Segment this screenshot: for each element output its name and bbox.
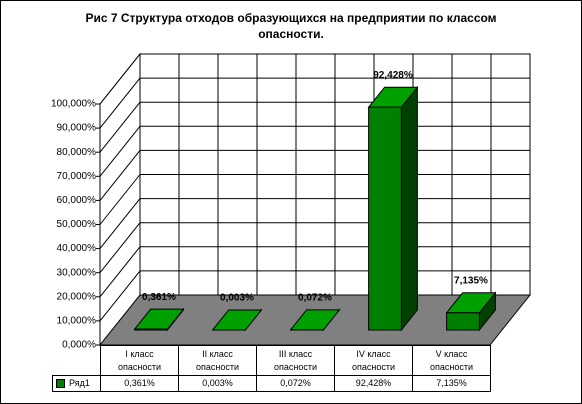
value-label: 0,072% <box>298 292 332 303</box>
value-label: 7,135% <box>454 275 488 286</box>
grid-line <box>99 198 141 249</box>
grid-line <box>99 174 141 225</box>
y-tick-label: 100,000% <box>51 99 96 110</box>
y-tick-label: 50,000% <box>57 219 97 230</box>
legend-label: Ряд1 <box>69 378 90 388</box>
grid-line <box>99 270 141 322</box>
y-tick-label: 80,000% <box>57 147 97 158</box>
grid-line <box>99 150 141 201</box>
y-tick-label: 60,000% <box>57 195 97 206</box>
grid-line <box>99 101 141 153</box>
y-tick-label: 30,000% <box>57 267 97 278</box>
table-value: 7,135% <box>412 375 491 392</box>
category-label: V класс опасности <box>412 345 491 376</box>
table-value: 0,361% <box>100 375 179 392</box>
bar-side <box>400 85 418 332</box>
bar <box>134 328 168 331</box>
y-tick-label: 0,000% <box>62 340 96 351</box>
y-tick-label: 40,000% <box>57 243 97 254</box>
category-label: I класс опасности <box>100 345 179 376</box>
value-label: 0,003% <box>220 293 254 304</box>
grid-line <box>99 77 141 129</box>
bar <box>446 312 480 331</box>
legend-cell: Ряд1 <box>52 375 101 392</box>
category-label: III класс опасности <box>256 345 335 376</box>
y-tick-label: 70,000% <box>57 171 97 182</box>
grid-line <box>99 125 141 177</box>
y-tick-label: 20,000% <box>57 291 97 302</box>
value-label: 92,428% <box>373 70 413 81</box>
legend-key <box>56 379 65 388</box>
bar <box>368 106 402 331</box>
table-value: 92,428% <box>334 375 413 392</box>
grid-line <box>99 222 141 274</box>
table-value: 0,003% <box>178 375 257 392</box>
category-label: II класс опасности <box>178 345 257 376</box>
y-tick-label: 90,000% <box>57 123 97 134</box>
value-label: 0,361% <box>142 292 176 303</box>
grid-line <box>99 246 141 298</box>
table-value: 0,072% <box>256 375 335 392</box>
category-label: IV класс опасности <box>334 345 413 376</box>
y-tick-label: 10,000% <box>57 316 97 327</box>
grid-line <box>99 53 141 105</box>
chart-title: Рис 7 Структура отходов образующихся на … <box>85 11 497 41</box>
